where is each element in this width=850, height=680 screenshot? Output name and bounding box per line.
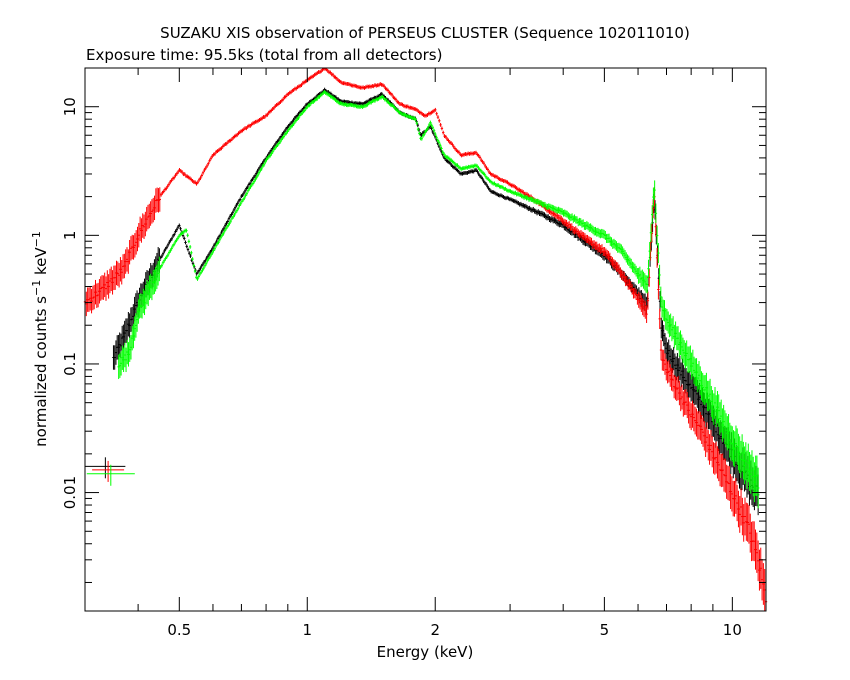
axis-ticks: 0.5 1 2 5 10 0.01 0.1 1 10 xyxy=(61,68,766,639)
chart-title: SUZAKU XIS observation of PERSEUS CLUSTE… xyxy=(160,24,690,42)
y-tick-label: 10 xyxy=(61,97,79,116)
x-tick-label: 10 xyxy=(723,621,742,639)
y-axis-label-exponent: −1 xyxy=(30,280,43,296)
x-axis-label: Energy (keV) xyxy=(377,643,474,661)
y-tick-label: 0.01 xyxy=(61,476,79,509)
y-axis-label-text: normalized counts s xyxy=(32,296,50,447)
y-tick-label: 0.1 xyxy=(61,352,79,376)
series-1 xyxy=(83,68,768,611)
y-tick-label: 1 xyxy=(61,231,79,241)
x-tick-label: 2 xyxy=(430,621,440,639)
x-tick-label: 5 xyxy=(600,621,610,639)
y-axis-label-unit: keV xyxy=(32,247,50,280)
x-tick-label: 0.5 xyxy=(167,621,191,639)
y-axis-label: normalized counts s−1 keV−1 xyxy=(30,231,50,447)
series-2 xyxy=(117,89,760,509)
plot-frame xyxy=(84,67,767,612)
x-tick-label: 1 xyxy=(302,621,312,639)
data-series xyxy=(83,68,768,611)
y-axis-label-unit-exponent: −1 xyxy=(30,231,43,247)
chart-subtitle: Exposure time: 95.5ks (total from all de… xyxy=(86,46,442,64)
